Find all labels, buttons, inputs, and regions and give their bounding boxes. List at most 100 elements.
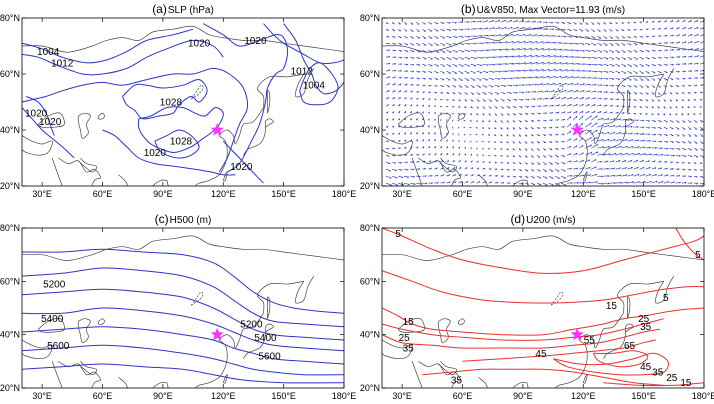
wind-vector-4: [404, 182, 410, 186]
wind-vector-412: [627, 132, 633, 135]
wind-vector-107: [385, 168, 391, 172]
wind-vector-231: [494, 154, 497, 157]
wind-vector-517: [621, 118, 627, 121]
wind-vector-264: [693, 154, 699, 158]
wind-vector-959: [410, 56, 415, 59]
wind-vector-237: [530, 154, 534, 158]
wind-vector-1170: [403, 28, 408, 32]
wind-vector-211: [693, 161, 697, 164]
wind-vector-1189: [518, 27, 525, 30]
wind-vector-420: [675, 133, 680, 137]
wind-vector-145: [615, 167, 621, 170]
wind-vector-979: [530, 54, 539, 58]
wind-vector-1095: [591, 42, 597, 46]
wind-vector-617: [585, 103, 590, 107]
wind-vector-733: [645, 91, 649, 95]
wind-vector-1115: [392, 35, 396, 38]
wind-vector-208: [675, 161, 679, 164]
wind-vector-1201: [591, 28, 595, 32]
wind-vector-963: [434, 56, 440, 60]
wind-vector-1149: [597, 35, 602, 39]
wind-vector-717: [548, 90, 555, 93]
wind-vector-789: [663, 84, 667, 88]
wind-vector-129: [518, 168, 523, 171]
wind-vector-288: [518, 147, 522, 151]
wind-vector-1050: [639, 49, 644, 53]
wind-vector-1222: [397, 21, 401, 25]
wind-vector-1081: [506, 41, 514, 44]
wind-vector-230: [488, 154, 491, 157]
wind-vector-429: [409, 124, 412, 128]
wind-vector-560: [560, 111, 566, 114]
wind-vector-300: [591, 144, 599, 149]
wind-vector-672: [597, 97, 602, 100]
wind-vector-1092: [573, 42, 579, 45]
wind-vector-990: [597, 56, 603, 60]
wind-vector-593: [440, 105, 443, 108]
wind-vector-881: [579, 70, 586, 72]
wind-vector-1264: [651, 20, 655, 23]
wind-vector-174: [470, 160, 473, 163]
wind-vector-565: [591, 110, 596, 114]
wind-vector-277: [452, 146, 454, 149]
contour-label: 1028: [170, 137, 193, 148]
wind-vector-1230: [446, 21, 451, 24]
wind-vector-1089: [555, 42, 562, 44]
wind-vector-143: [603, 168, 609, 170]
wind-vector-1076: [476, 42, 483, 45]
wind-vector-365: [663, 140, 669, 143]
wind-vector-605: [512, 105, 517, 109]
wind-vector-900: [693, 70, 699, 72]
wind-vector-93: [621, 174, 628, 177]
wind-vector-969: [470, 56, 477, 60]
wind-vector-421: [681, 133, 686, 137]
contour-line-12: [154, 129, 200, 159]
wind-vector-158: [693, 168, 697, 171]
panel-label: (b): [461, 2, 476, 16]
wind-vector-664: [548, 97, 555, 100]
wind-vector-1053: [657, 49, 662, 52]
wind-vector-1026: [494, 48, 502, 51]
wind-vector-100: [663, 174, 669, 177]
wind-vector-870: [512, 70, 520, 72]
wind-vector-91: [609, 175, 616, 177]
wind-vector-350: [573, 137, 578, 142]
wind-vector-301: [597, 146, 605, 149]
wind-vector-613: [560, 104, 566, 107]
wind-vector-1069: [434, 42, 439, 46]
contour-line-7: [22, 67, 249, 173]
wind-vector-474: [681, 126, 686, 130]
wind-vector-473: [675, 126, 680, 130]
wind-vector-813: [488, 77, 495, 81]
wind-vector-996: [633, 56, 638, 60]
wind-vector-92: [615, 174, 622, 177]
wind-vector-923: [512, 62, 520, 65]
wind-vector-413: [633, 132, 639, 135]
wind-vector-454: [561, 126, 565, 129]
contour-line-6: [22, 344, 344, 376]
wind-vector-784: [633, 84, 638, 88]
wind-vector-435: [446, 125, 448, 129]
wind-vector-687: [687, 98, 691, 101]
wind-vector-417: [657, 133, 662, 136]
wind-vector-787: [651, 84, 656, 88]
wind-vector-528: [687, 119, 692, 123]
wind-vector-29: [554, 182, 561, 186]
wind-vector-256: [645, 153, 652, 156]
wind-vector-252: [621, 152, 629, 156]
wind-vector-1008: [385, 49, 391, 52]
wind-vector-451: [542, 126, 547, 129]
wind-vector-438: [463, 126, 466, 129]
wind-vector-1071: [446, 42, 452, 46]
wind-vector-945: [645, 63, 650, 67]
wind-vector-1117: [403, 35, 408, 39]
wind-vector-625: [633, 105, 637, 108]
wind-vector-880: [573, 69, 580, 72]
wind-vector-743: [385, 82, 390, 86]
y-tick-label: 40°N: [0, 125, 20, 135]
wind-vector-1039: [573, 49, 580, 52]
wind-vector-658: [512, 98, 518, 101]
wind-vector-427: [397, 125, 401, 128]
contour-label: 15: [606, 301, 618, 312]
wind-vector-781: [615, 84, 620, 87]
